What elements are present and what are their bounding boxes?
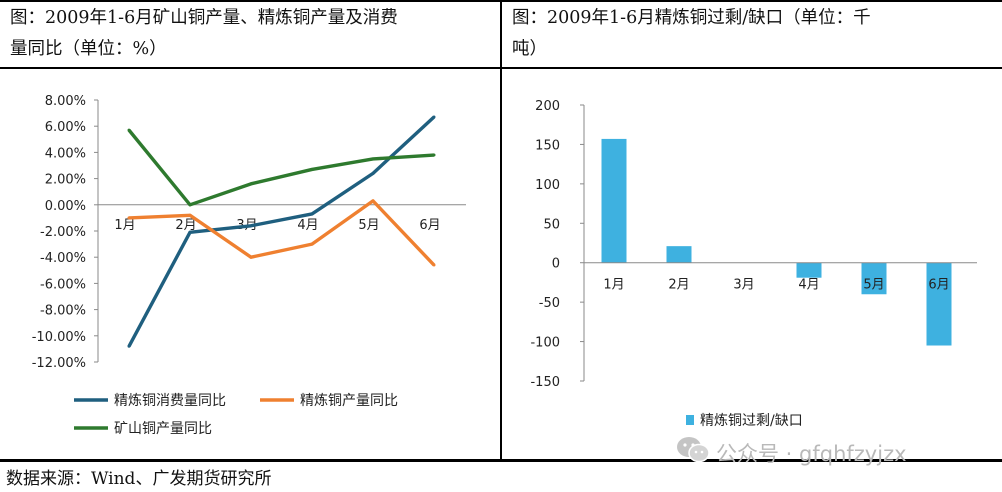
bar-1月 [601, 138, 627, 263]
y-tick-label: -12.00% [32, 356, 86, 371]
x-tick-label: 3月 [733, 278, 754, 293]
data-point [127, 344, 131, 348]
x-tick-label: 2月 [175, 218, 196, 233]
x-tick-label: 6月 [928, 278, 949, 293]
y-tick-label: 0.00% [45, 199, 86, 214]
data-point [310, 242, 314, 246]
y-tick-label: -2.00% [40, 225, 86, 240]
data-source-note: 数据来源：Wind、广发期货研究所 [6, 469, 272, 489]
y-tick-label: 8.00% [45, 94, 86, 109]
x-tick-label: 5月 [358, 218, 379, 233]
y-tick-label: 4.00% [45, 146, 86, 161]
data-point [310, 167, 314, 171]
y-tick-label: 0 [552, 257, 560, 272]
y-tick-label: -4.00% [40, 251, 86, 266]
data-point [127, 128, 131, 132]
y-tick-label: -100 [530, 336, 560, 351]
y-tick-label: 150 [535, 138, 560, 153]
x-tick-label: 1月 [603, 278, 624, 293]
data-point [249, 255, 253, 259]
x-tick-label: 4月 [297, 218, 318, 233]
y-tick-label: 2.00% [45, 173, 86, 188]
bar-5月 [861, 262, 887, 295]
watermark-text: 公众号 · gfqhfzyjzx [716, 441, 907, 466]
bar-4月 [796, 262, 822, 278]
y-tick-label: 100 [535, 178, 560, 193]
panel-divider [500, 0, 502, 462]
x-tick-label: 1月 [114, 218, 135, 233]
legend-label: 矿山铜产量同比 [114, 421, 212, 437]
copy-yoy-line-chart: 8.00% 6.00% 4.00% 2.00% 0.00% -2.00% -4.00% -6.… [32, 94, 466, 437]
series-line-0 [127, 115, 436, 348]
x-tick-label: 5月 [863, 278, 884, 293]
y-tick-label: -10.00% [32, 330, 86, 345]
data-point [432, 263, 436, 267]
data-point [188, 203, 192, 207]
data-point [371, 157, 375, 161]
right-chart-title-line1: 图：2009年1-6月精炼铜过剩/缺口（单位：千 [512, 8, 871, 28]
y-tick-label: -150 [530, 375, 560, 390]
data-point [432, 115, 436, 119]
left-chart-title-line2: 量同比（单位：%） [10, 39, 167, 59]
series-line-2 [127, 129, 435, 207]
y-tick-label: 200 [535, 99, 560, 114]
legend-label: 精炼铜过剩/缺口 [700, 413, 803, 429]
data-point [249, 224, 253, 228]
y-tick-label: 50 [543, 217, 560, 232]
data-point [188, 213, 192, 217]
y-tick-label: -50 [539, 296, 560, 311]
x-tick-label: 6月 [419, 218, 440, 233]
series-line-1 [128, 199, 436, 267]
wechat-icon [676, 436, 710, 469]
legend-swatch [686, 415, 694, 425]
left-chart-title-line1: 图：2009年1-6月矿山铜产量、精炼铜产量及消费 [10, 8, 398, 28]
data-point [188, 230, 192, 234]
data-point [127, 216, 131, 220]
bar-6月 [926, 262, 952, 346]
watermark: 公众号 · gfqhfzyjzx [676, 436, 907, 469]
data-point [371, 199, 375, 203]
refined-copper-balance-bar-chart: 200 150 100 50 0 -50 -100 -150 1月 2月 3月 4月 5月 6月 精炼铜… [530, 99, 977, 429]
legend-label: 精炼铜产量同比 [300, 393, 398, 409]
legend-label: 精炼铜消费量同比 [114, 393, 226, 409]
data-point [310, 212, 314, 216]
y-tick-label: -6.00% [40, 277, 86, 292]
y-tick-label: -8.00% [40, 304, 86, 319]
data-point [371, 171, 375, 175]
right-chart-title-line2: 吨） [512, 39, 547, 59]
y-tick-label: 6.00% [45, 120, 86, 135]
right-chart-title: 图：2009年1-6月精炼铜过剩/缺口（单位：千 吨） [512, 3, 871, 65]
x-tick-label: 2月 [668, 278, 689, 293]
left-chart-title: 图：2009年1-6月矿山铜产量、精炼铜产量及消费 量同比（单位：%） [10, 3, 398, 65]
data-point [432, 153, 436, 157]
data-point [249, 182, 253, 186]
x-tick-label: 4月 [798, 278, 819, 293]
bar-2月 [666, 246, 692, 263]
